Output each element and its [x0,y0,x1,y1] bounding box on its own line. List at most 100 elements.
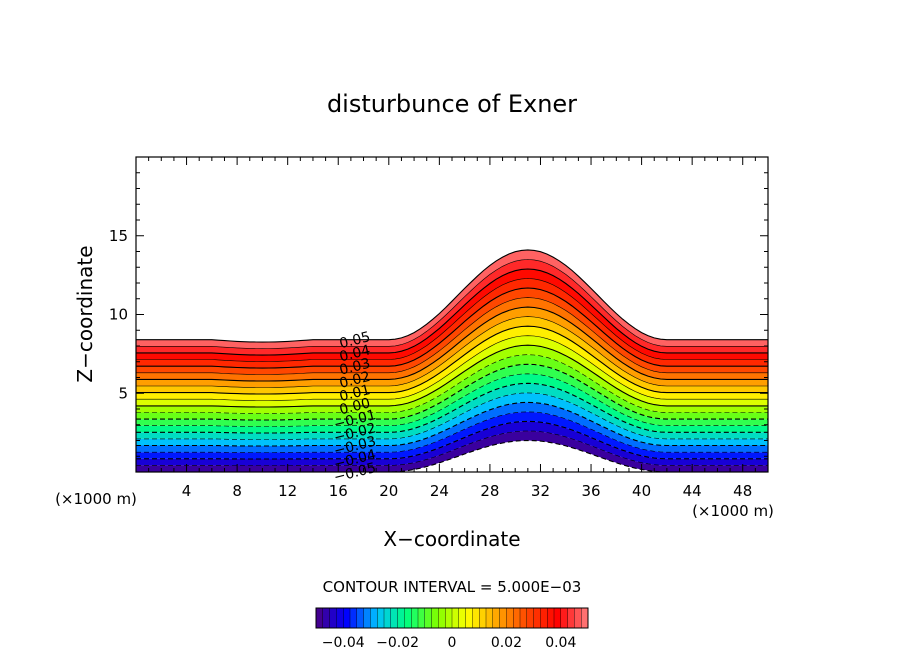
colorbar-cell [363,607,371,629]
colorbar-cell [315,607,324,629]
contour-line [136,278,768,362]
x-tick-label: 40 [632,482,651,500]
contour-label: 0.05 [338,329,372,352]
x-tick-label: 28 [480,482,499,500]
colorbar-cell [506,607,514,629]
colorbar-cell [458,607,467,629]
colorbar-cell [553,607,562,629]
colorbar-cell [424,607,433,629]
colorbar-cell [377,607,385,629]
y-tick-label: 10 [109,306,128,324]
contour-band [136,411,768,459]
contour-label: 0.01 [338,382,372,405]
contour-line [136,392,768,440]
colorbar-tick-label: 0 [448,635,457,651]
x-tick-label: 44 [683,482,702,500]
contour-line [136,316,768,388]
contour-line [136,268,768,356]
x-tick-label: 24 [430,482,449,500]
colorbar-cell [560,607,569,629]
colorbar-cell [567,607,575,629]
contour-line [136,306,768,382]
contour-line [136,382,768,434]
contour-line [136,354,768,414]
x-tick-label: 48 [733,482,752,500]
contour-label: 0.02 [338,369,372,392]
colorbar-cell [356,607,365,629]
colorbar [315,607,589,629]
contour-band [136,354,768,420]
x-axis-ticks: 4 8 12 16 20 24 28 32 36 40 44 48 [148,157,756,500]
contour-line [136,411,768,453]
y-tick-label: 5 [118,384,128,402]
colorbar-cell [431,607,439,629]
colorbar-tick-label: −0.02 [376,635,419,651]
colorbar-cell [479,607,487,629]
contour-band [136,345,768,414]
contour-line [136,420,768,460]
colorbar-cell [492,607,501,629]
colorbar-cell [349,607,358,629]
colorbar-cell [526,607,535,629]
contour-band [136,364,768,427]
colorbar-cell [485,607,494,629]
contour-line [136,430,768,466]
contour-band [136,335,768,407]
colorbar-cell [547,607,555,629]
colorbar-tick-label: 0.02 [491,635,522,651]
colorbar-cell [322,607,331,629]
colorbar-cell [540,607,548,629]
x-unit-label-left: (×1000 m) [55,490,137,508]
colorbar-cell [329,607,337,629]
colorbar-cell [513,607,521,629]
colorbar-cell [574,607,582,629]
x-tick-label: 12 [278,482,297,500]
y-axis-label: Z−coordinate [73,245,97,382]
x-tick-label: 32 [531,482,550,500]
colorbar-cell [438,607,446,629]
colorbar-cell [390,607,399,629]
colorbar-cell [499,607,507,629]
contour-label: 0.04 [338,342,372,365]
chart-title: disturbunce of Exner [327,90,577,118]
colorbar-cell [370,607,378,629]
contour-line [136,344,768,408]
colorbar-cell [411,607,419,629]
x-tick-label: 36 [581,482,600,500]
colorbar-cell [451,607,460,629]
x-unit-label-right: (×1000 m) [692,502,774,520]
y-axis-ticks: 5 10 15 [109,172,768,457]
contour-line [136,259,768,349]
x-axis-label: X−coordinate [383,527,520,551]
x-tick-label: 4 [182,482,192,500]
contour-label: 0.00 [338,395,372,418]
contour-line [136,297,768,375]
colorbar-cell [519,607,528,629]
colorbar-cell [581,607,589,629]
contour-line [136,335,768,401]
colorbar-cell [397,607,405,629]
colorbar-tick-label: 0.04 [545,635,576,651]
colorbar-cell [533,607,541,629]
contour-line [136,401,768,447]
y-tick-label: 15 [109,227,128,245]
colorbar-cell [417,607,426,629]
colorbar-frame [315,607,589,629]
colorbar-tick-label: −0.04 [322,635,365,651]
colorbar-cell [465,607,473,629]
contour-interval-text: CONTOUR INTERVAL = 5.000E−03 [323,578,582,596]
contour-line [136,363,768,421]
colorbar-cell [472,607,480,629]
x-tick-label: 16 [329,482,348,500]
contour-band [136,402,768,453]
contour-line [136,373,768,427]
contour-band [136,421,768,466]
contour-band [136,431,768,472]
colorbar-cell [343,607,351,629]
colorbar-ticks: −0.04 −0.02 0 0.02 0.04 [322,635,577,651]
contour-line [136,325,768,395]
colorbar-cell [445,607,453,629]
contour-line [136,287,768,369]
colorbar-cell [383,607,392,629]
contour-labels: 0.050.040.030.020.010.00−0.01−0.02−0.03−… [332,329,378,486]
